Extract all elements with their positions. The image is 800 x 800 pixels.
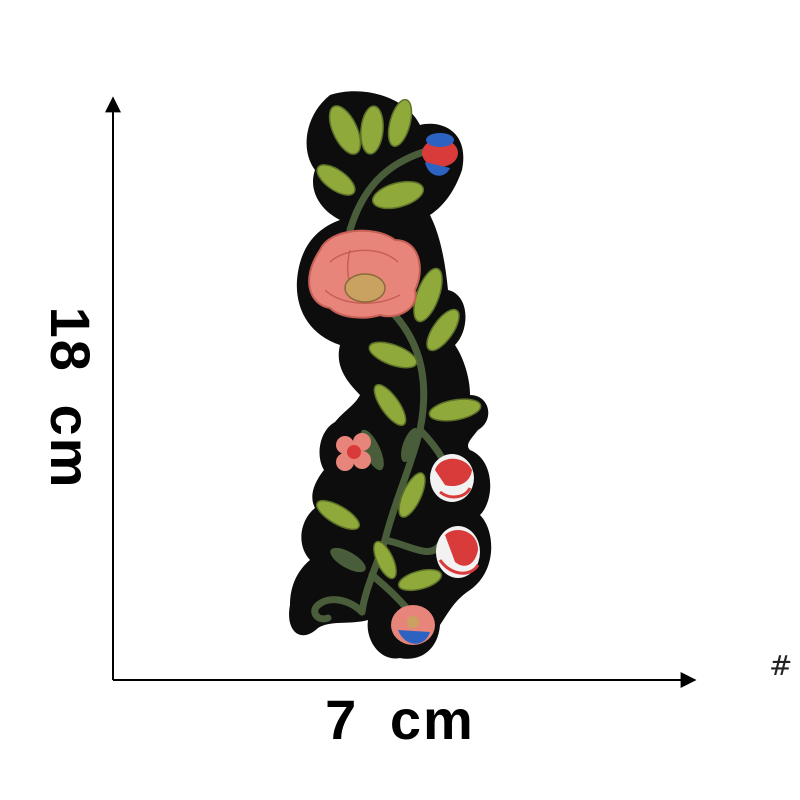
top-bud — [422, 133, 458, 176]
corner-mark: # — [769, 649, 793, 682]
white-red-flower-upper — [430, 454, 474, 502]
small-red-flower — [336, 433, 371, 471]
height-label: 18 cm — [39, 306, 102, 490]
bottom-bud — [391, 605, 435, 645]
width-label: 7 cm — [325, 688, 475, 751]
white-red-flower-lower — [436, 526, 480, 578]
leaves — [315, 98, 482, 592]
dimension-axes — [105, 96, 697, 688]
peony-center — [344, 273, 386, 303]
peony-flower — [308, 229, 421, 319]
flower-patch-image — [289, 91, 492, 659]
